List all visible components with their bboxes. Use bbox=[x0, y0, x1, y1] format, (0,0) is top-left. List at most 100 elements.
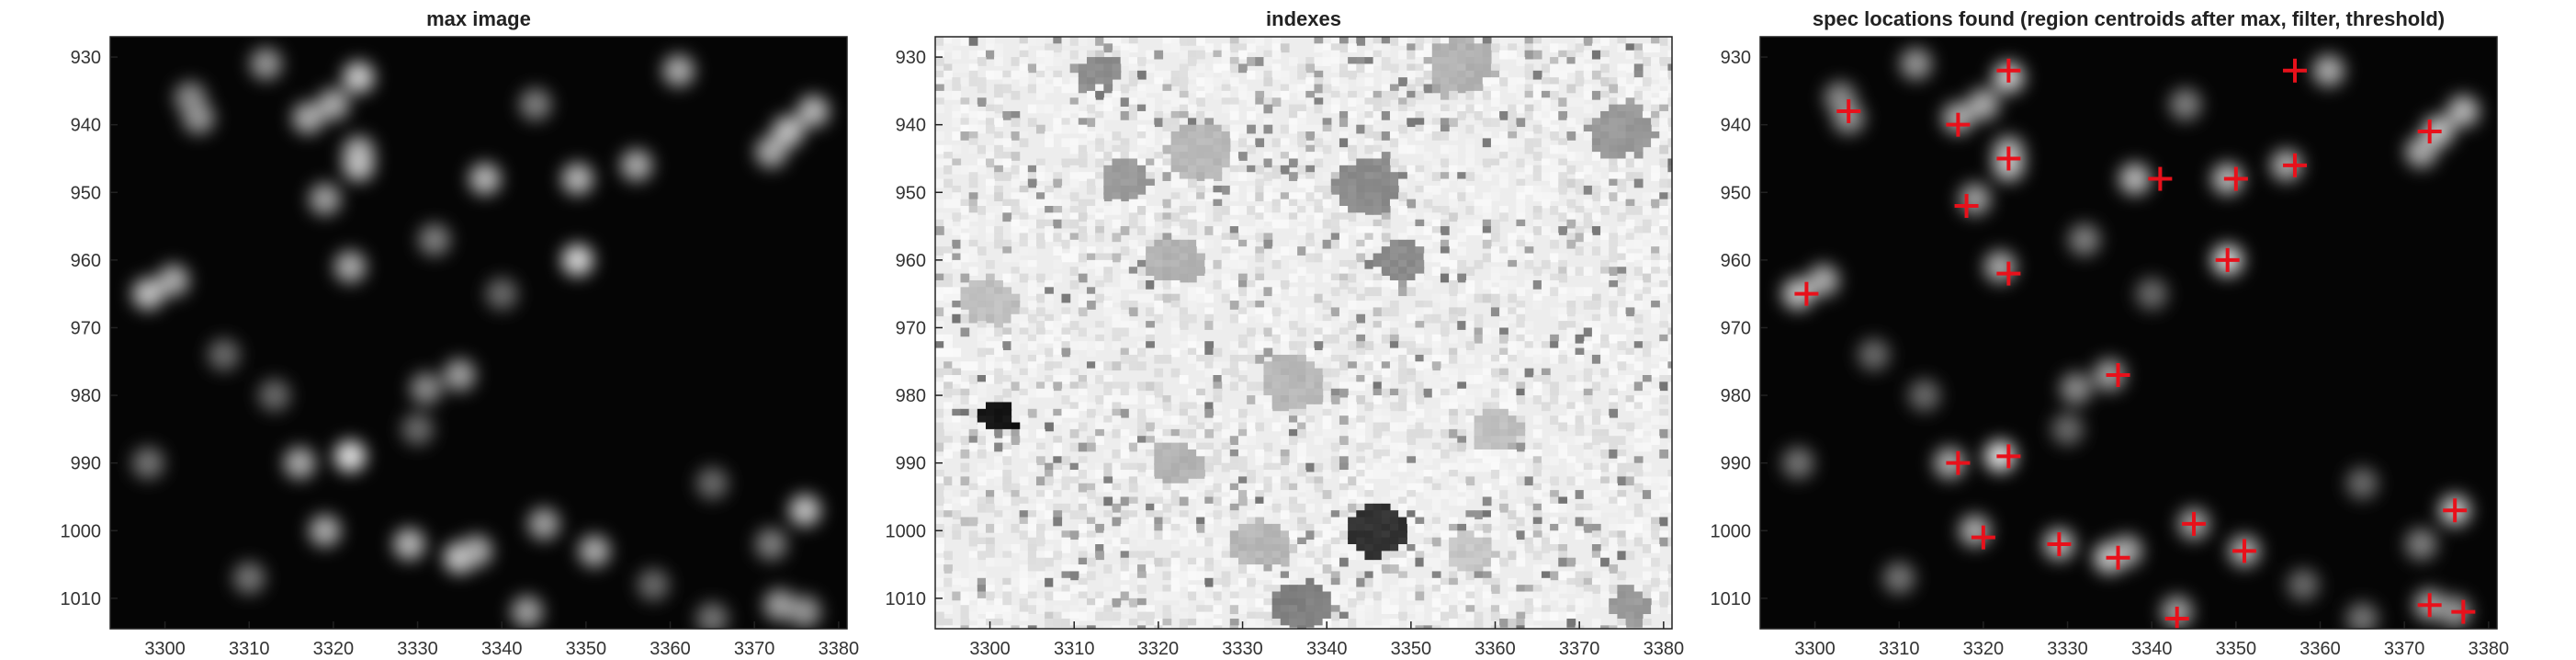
index-pixel-2632 bbox=[1633, 381, 1644, 392]
index-pixel-462 bbox=[1389, 90, 1399, 100]
index-pixel-1186 bbox=[1330, 185, 1340, 195]
index-pixel-1525 bbox=[1045, 233, 1054, 243]
index-pixel-438 bbox=[1035, 90, 1045, 100]
index-pixel-2079 bbox=[1271, 307, 1282, 317]
index-pixel-3728 bbox=[1348, 530, 1357, 541]
index-pixel-3773 bbox=[1229, 537, 1239, 547]
index-pixel-3464 bbox=[1356, 496, 1366, 506]
index-pixel-1274 bbox=[1019, 199, 1029, 209]
index-pixel-3729 bbox=[1356, 530, 1366, 541]
index-pixel-2588 bbox=[1078, 381, 1088, 392]
index-pixel-1798 bbox=[1532, 267, 1542, 277]
index-pixel-1205 bbox=[1583, 185, 1593, 195]
index-pixel-943 bbox=[1002, 158, 1012, 168]
index-pixel-1216 bbox=[1045, 192, 1054, 202]
index-pixel-4454 bbox=[1204, 625, 1215, 629]
index-pixel-2896 bbox=[1237, 422, 1248, 432]
index-pixel-3213 bbox=[1490, 462, 1500, 472]
index-pixel-427 bbox=[1583, 84, 1593, 94]
index-pixel-554 bbox=[1288, 104, 1298, 114]
index-pixel-996 bbox=[960, 165, 970, 175]
index-pixel-1393 bbox=[1196, 212, 1205, 222]
index-pixel-653 bbox=[1170, 118, 1181, 128]
index-pixel-934 bbox=[1617, 152, 1627, 161]
index-pixel-3093 bbox=[1179, 449, 1189, 459]
index-pixel-178 bbox=[1263, 57, 1273, 66]
index-pixel-1029 bbox=[1348, 165, 1357, 175]
index-pixel-1982 bbox=[1196, 293, 1205, 303]
index-pixel-4041 bbox=[1474, 571, 1484, 581]
index-pixel-1322 bbox=[1002, 206, 1012, 215]
index-pixel-3447 bbox=[1120, 496, 1130, 506]
index-pixel-749 bbox=[1045, 131, 1054, 141]
index-pixel-1156 bbox=[1600, 178, 1610, 188]
index-pixel-3865 bbox=[1019, 551, 1029, 561]
index-pixel-1518 bbox=[960, 233, 970, 243]
index-pixel-1499 bbox=[1440, 226, 1450, 235]
index-pixel-1067 bbox=[1128, 172, 1138, 181]
index-pixel-278 bbox=[1095, 70, 1104, 80]
index-pixel-730 bbox=[1532, 124, 1542, 134]
index-pixel-3175 bbox=[1078, 462, 1088, 472]
index-pixel-1245 bbox=[1398, 192, 1407, 202]
index-pixel-1158 bbox=[1617, 178, 1627, 188]
index-pixel-3223 bbox=[1625, 462, 1635, 472]
index-pixel-3534 bbox=[1019, 510, 1029, 519]
index-pixel-836 bbox=[1600, 138, 1610, 148]
index-pixel-2028 bbox=[1229, 301, 1239, 310]
index-pixel-474 bbox=[1532, 90, 1542, 100]
index-pixel-1448 bbox=[1330, 219, 1340, 229]
index-pixel-2874 bbox=[1651, 415, 1660, 425]
index-pixel-2392 bbox=[1237, 354, 1248, 364]
index-pixel-1994 bbox=[1457, 293, 1467, 303]
index-pixel-1896 bbox=[1508, 279, 1518, 290]
index-pixel-3639 bbox=[985, 523, 995, 533]
index-pixel-3103 bbox=[1297, 449, 1306, 459]
index-pixel-1972 bbox=[1086, 293, 1096, 303]
index-pixel-1041 bbox=[1490, 165, 1500, 175]
index-pixel-4390 bbox=[1120, 618, 1130, 628]
index-pixel-3541 bbox=[1103, 510, 1113, 519]
index-pixel-2341 bbox=[1136, 347, 1147, 358]
index-pixel-3423 bbox=[1566, 490, 1576, 499]
index-pixel-2912 bbox=[1440, 422, 1450, 432]
index-pixel-3696 bbox=[952, 530, 962, 541]
index-pixel-637 bbox=[1659, 110, 1669, 120]
index-pixel-4047 bbox=[1566, 571, 1576, 581]
index-pixel-2704 bbox=[1196, 395, 1205, 404]
index-pixel-4224 bbox=[1035, 597, 1045, 608]
index-pixel-2792 bbox=[1061, 408, 1071, 418]
index-pixel-181 bbox=[1314, 57, 1324, 66]
index-pixel-3385 bbox=[1035, 490, 1045, 499]
index-pixel-2321 bbox=[1550, 341, 1559, 350]
index-pixel-1598 bbox=[1415, 239, 1425, 249]
index-pixel-2995 bbox=[1146, 436, 1155, 446]
y-tick-label: 950 bbox=[896, 183, 926, 203]
y-tick-label: 1000 bbox=[61, 521, 102, 541]
index-pixel-2705 bbox=[1213, 395, 1223, 404]
index-pixel-3581 bbox=[943, 517, 953, 527]
index-pixel-2390 bbox=[1204, 354, 1215, 364]
index-pixel-522 bbox=[1575, 97, 1585, 108]
index-pixel-1681 bbox=[1162, 253, 1172, 263]
index-pixel-2199 bbox=[1095, 327, 1104, 337]
index-pixel-1990 bbox=[1348, 293, 1357, 303]
index-pixel-398 bbox=[1187, 84, 1197, 94]
index-pixel-3280 bbox=[1002, 476, 1012, 486]
index-pixel-2736 bbox=[1625, 395, 1635, 404]
index-pixel-2622 bbox=[1499, 381, 1508, 392]
index-pixel-2546 bbox=[1263, 375, 1273, 384]
index-pixel-2842 bbox=[1170, 415, 1181, 425]
index-pixel-2399 bbox=[1314, 354, 1324, 364]
index-pixel-1761 bbox=[1642, 259, 1652, 269]
index-pixel-1400 bbox=[1297, 212, 1306, 222]
intensity-blob-23 bbox=[410, 372, 443, 405]
index-pixel-2702 bbox=[1170, 395, 1181, 404]
index-pixel-46 bbox=[1532, 37, 1542, 46]
index-pixel-480 bbox=[1625, 90, 1635, 100]
index-pixel-326 bbox=[952, 77, 962, 86]
index-pixel-3917 bbox=[985, 557, 995, 567]
index-pixel-93 bbox=[1532, 43, 1542, 53]
index-pixel-4288 bbox=[1146, 605, 1155, 615]
index-pixel-648 bbox=[1078, 118, 1088, 128]
